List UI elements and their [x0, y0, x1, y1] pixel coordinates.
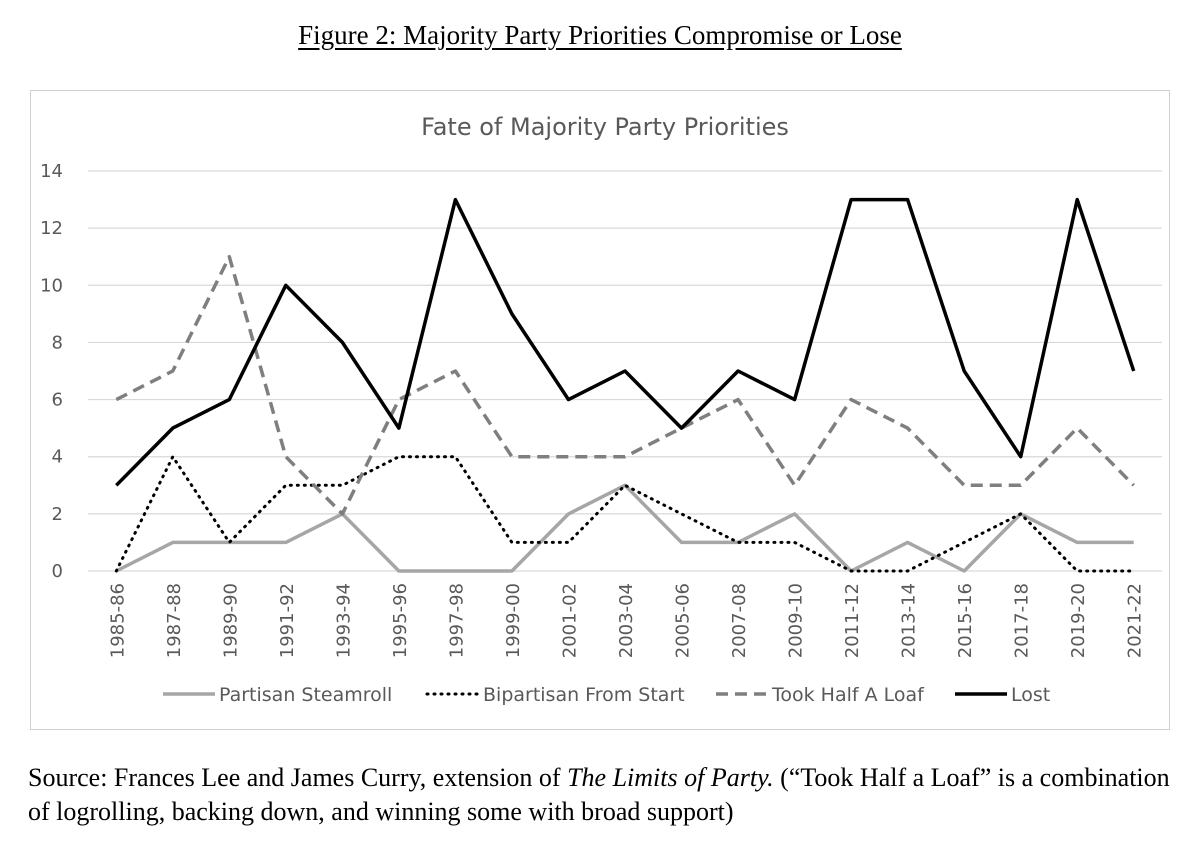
- x-tick-label: 2005-06: [673, 583, 694, 658]
- x-tick-label: 2013-14: [899, 583, 920, 658]
- gridlines: [88, 170, 1162, 572]
- figure-title: Figure 2: Majority Party Priorities Comp…: [298, 20, 902, 50]
- legend-label: Partisan Steamroll: [219, 684, 392, 706]
- legend: Partisan Steamroll Bipartisan From Start T…: [163, 684, 1050, 706]
- y-tick-label: 12: [40, 218, 63, 239]
- legend-label: Lost: [1011, 684, 1050, 706]
- caption-suffix: (“Took Half a Loaf” is a combination of …: [28, 763, 1170, 826]
- x-tick-label: 1985-86: [107, 583, 128, 658]
- legend-label: Took Half A Loaf: [771, 684, 925, 706]
- x-tick-label: 2011-12: [842, 583, 863, 658]
- series-line-took-half-a-loaf: [115, 254, 1135, 516]
- x-tick-label: 1989-90: [220, 583, 241, 658]
- x-tick-label: 2017-18: [1012, 583, 1033, 658]
- x-tick-label: 1997-98: [446, 583, 467, 658]
- y-tick-label: 0: [52, 561, 63, 582]
- series-line-partisan-steamroll: [115, 483, 1134, 573]
- chart-title: Fate of Majority Party Priorities: [421, 113, 789, 141]
- y-tick-label: 4: [52, 447, 63, 468]
- caption-prefix: Source: Frances Lee and James Curry, ext…: [28, 763, 568, 792]
- x-tick-label: 1991-92: [277, 583, 298, 658]
- y-tick-label: 8: [52, 332, 63, 353]
- source-caption: Source: Frances Lee and James Curry, ext…: [28, 761, 1178, 829]
- y-axis-ticks: 0 2 4 6 8 10 12 14: [40, 161, 63, 582]
- y-tick-label: 6: [52, 390, 63, 411]
- x-axis-ticks: 1985-86 1987-88 1989-90 1991-92 1993-94 1995-…: [107, 583, 1145, 658]
- y-tick-label: 10: [40, 275, 63, 296]
- x-tick-label: 2007-08: [729, 583, 750, 658]
- legend-label: Bipartisan From Start: [483, 684, 685, 706]
- x-tick-label: 2019-20: [1068, 583, 1089, 658]
- x-tick-label: 1987-88: [164, 583, 185, 658]
- x-tick-label: 2001-02: [559, 583, 580, 658]
- series-lines: [114, 197, 1136, 573]
- x-tick-label: 2003-04: [616, 583, 637, 658]
- x-tick-label: 2009-10: [786, 583, 807, 658]
- x-tick-label: 2021-22: [1125, 583, 1146, 658]
- caption-book-title: The Limits of Party.: [567, 763, 774, 792]
- x-tick-label: 2015-16: [955, 583, 976, 658]
- x-tick-label: 1999-00: [503, 583, 524, 658]
- x-tick-label: 1993-94: [333, 583, 354, 658]
- chart-area: [30, 90, 1170, 730]
- y-tick-label: 14: [40, 161, 63, 182]
- y-tick-label: 2: [52, 504, 63, 525]
- x-tick-label: 1995-96: [390, 583, 411, 658]
